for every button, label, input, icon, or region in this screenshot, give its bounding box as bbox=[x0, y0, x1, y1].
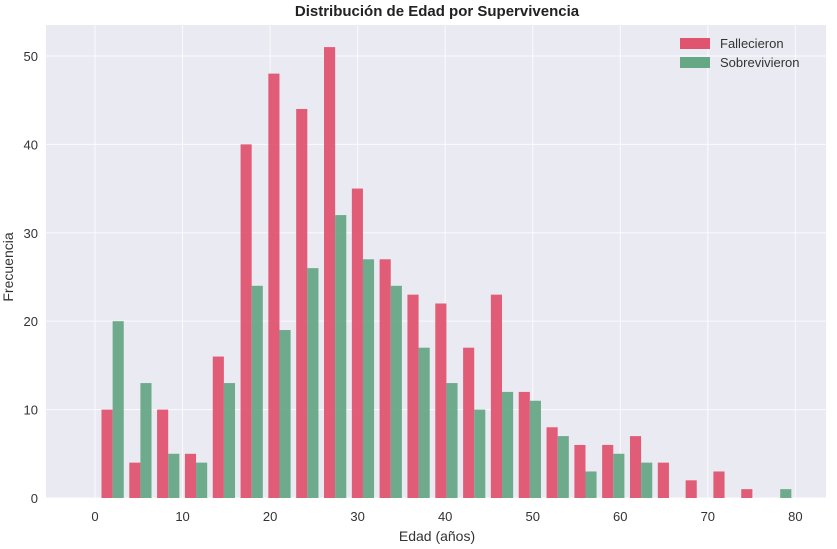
bar-sobrevivieron-18 bbox=[613, 453, 625, 498]
y-axis-label: Frecuencia bbox=[0, 232, 16, 301]
bar-fallecieron-17 bbox=[574, 444, 586, 498]
bar-fallecieron-14 bbox=[490, 294, 503, 498]
x-tick-label: 80 bbox=[788, 509, 802, 524]
bar-sobrevivieron-24 bbox=[780, 489, 792, 498]
x-tick-label: 50 bbox=[525, 509, 539, 524]
bar-sobrevivieron-8 bbox=[335, 215, 347, 498]
y-tick-label: 50 bbox=[24, 49, 38, 64]
bar-sobrevivieron-5 bbox=[251, 285, 263, 498]
x-ticks: 0 10 20 30 40 50 60 70 80 bbox=[91, 509, 802, 524]
bar-fallecieron-20 bbox=[657, 462, 669, 498]
y-tick-label: 40 bbox=[24, 137, 38, 152]
bar-fallecieron-13 bbox=[463, 347, 475, 498]
bar-fallecieron-10 bbox=[379, 259, 391, 498]
bar-sobrevivieron-1 bbox=[140, 383, 152, 498]
legend-swatch-fallecieron bbox=[680, 38, 710, 49]
bar-fallecieron-3 bbox=[184, 453, 197, 498]
bar-fallecieron-8 bbox=[324, 47, 336, 498]
x-tick-label: 20 bbox=[263, 509, 277, 524]
chart-title: Distribución de Edad por Supervivencia bbox=[295, 3, 580, 20]
bar-fallecieron-23 bbox=[741, 489, 753, 498]
bar-fallecieron-7 bbox=[296, 108, 308, 498]
bar-fallecieron-2 bbox=[157, 409, 169, 498]
bar-sobrevivieron-6 bbox=[279, 330, 291, 498]
bar-fallecieron-11 bbox=[407, 294, 419, 498]
bar-fallecieron-12 bbox=[435, 303, 447, 498]
bar-sobrevivieron-0 bbox=[112, 321, 124, 498]
bar-sobrevivieron-2 bbox=[168, 453, 180, 498]
bar-fallecieron-9 bbox=[351, 188, 363, 499]
x-tick-label: 0 bbox=[91, 509, 98, 524]
bar-sobrevivieron-14 bbox=[502, 391, 514, 498]
legend-label-sobrevivieron: Sobrevivieron bbox=[720, 55, 800, 70]
bar-sobrevivieron-17 bbox=[585, 471, 597, 498]
x-axis-label: Edad (años) bbox=[399, 528, 475, 544]
bar-fallecieron-5 bbox=[240, 144, 252, 498]
y-tick-label: 20 bbox=[24, 314, 38, 329]
bar-sobrevivieron-9 bbox=[362, 259, 375, 498]
bar-fallecieron-0 bbox=[101, 409, 113, 498]
bar-sobrevivieron-7 bbox=[307, 268, 319, 498]
y-ticks: 0 10 20 30 40 50 bbox=[24, 49, 38, 506]
legend: Fallecieron Sobrevivieron bbox=[680, 36, 800, 70]
bar-fallecieron-19 bbox=[629, 436, 642, 498]
bar-fallecieron-4 bbox=[212, 356, 224, 498]
bar-fallecieron-1 bbox=[129, 462, 141, 498]
x-tick-label: 40 bbox=[438, 509, 452, 524]
bar-fallecieron-21 bbox=[685, 480, 697, 498]
bar-sobrevivieron-12 bbox=[446, 383, 458, 498]
bars bbox=[101, 47, 792, 499]
legend-label-fallecieron: Fallecieron bbox=[720, 36, 784, 51]
y-tick-label: 30 bbox=[24, 226, 38, 241]
x-tick-label: 70 bbox=[701, 509, 715, 524]
bar-sobrevivieron-3 bbox=[196, 462, 208, 498]
bar-fallecieron-16 bbox=[546, 427, 558, 498]
bar-sobrevivieron-13 bbox=[474, 409, 486, 498]
bar-fallecieron-15 bbox=[518, 391, 530, 498]
bar-sobrevivieron-10 bbox=[390, 285, 402, 498]
bar-sobrevivieron-11 bbox=[418, 347, 430, 498]
x-tick-label: 30 bbox=[350, 509, 364, 524]
x-tick-label: 10 bbox=[175, 509, 189, 524]
bar-sobrevivieron-16 bbox=[557, 436, 569, 498]
bar-fallecieron-22 bbox=[713, 471, 725, 498]
legend-swatch-sobrevivieron bbox=[680, 57, 710, 68]
x-tick-label: 60 bbox=[613, 509, 627, 524]
bar-fallecieron-18 bbox=[602, 444, 614, 498]
bar-sobrevivieron-15 bbox=[529, 400, 541, 498]
bar-sobrevivieron-4 bbox=[223, 383, 236, 498]
bar-sobrevivieron-19 bbox=[641, 462, 653, 498]
bar-fallecieron-6 bbox=[268, 73, 280, 499]
y-tick-label: 10 bbox=[24, 403, 38, 418]
y-tick-label: 0 bbox=[31, 491, 38, 506]
